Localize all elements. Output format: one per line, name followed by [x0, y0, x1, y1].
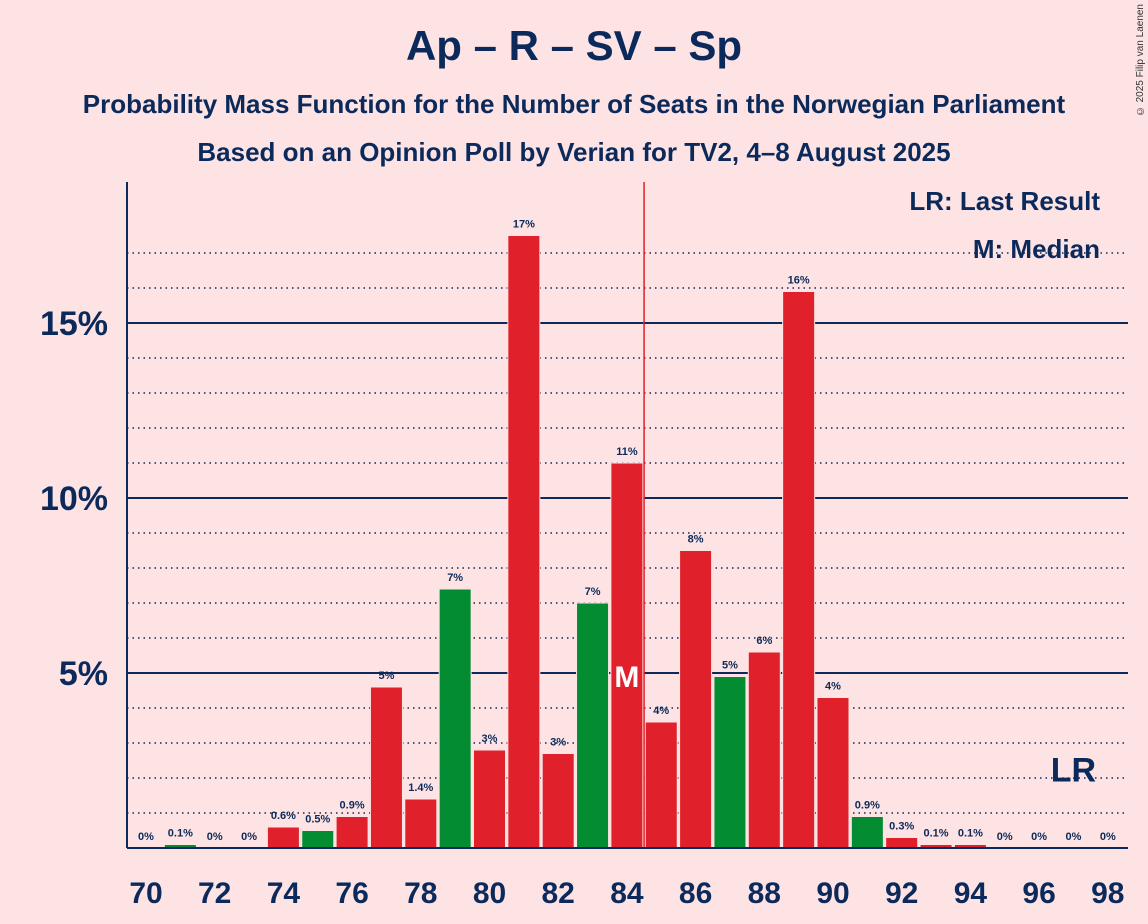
bar-seat-84 [610, 462, 644, 849]
x-tick-label: 88 [748, 877, 781, 910]
data-label: 6% [756, 635, 772, 647]
data-label: 0% [1065, 831, 1081, 843]
x-tick-label: 92 [885, 877, 918, 910]
y-tick-label: 15% [40, 305, 108, 343]
bar-seat-88 [747, 651, 781, 849]
bar-seat-79 [438, 588, 472, 849]
bar-seat-85 [644, 721, 678, 849]
data-label: 0% [997, 831, 1013, 843]
x-tick-label: 90 [816, 877, 849, 910]
y-tick-label: 10% [40, 480, 108, 518]
data-label: 0.3% [889, 821, 914, 833]
data-label: 0.9% [340, 800, 365, 812]
data-label: 0.1% [958, 828, 983, 840]
data-label: 0.1% [924, 828, 949, 840]
chart-subtitle-source: Based on an Opinion Poll by Verian for T… [197, 137, 951, 167]
chart-title: Ap – R – SV – Sp [405, 22, 743, 69]
x-tick-label: 82 [542, 877, 575, 910]
data-label: 0% [207, 831, 223, 843]
x-tick-label: 94 [954, 877, 988, 910]
x-tick-label: 74 [267, 877, 301, 910]
x-tick-label: 76 [335, 877, 368, 910]
data-label: 0% [1100, 831, 1116, 843]
bar-seat-76 [335, 816, 369, 849]
median-marker: M [614, 661, 639, 694]
bar-seat-80 [473, 749, 506, 849]
data-label: 7% [447, 572, 463, 584]
bar-seat-87 [713, 676, 747, 849]
data-label: 4% [825, 681, 841, 693]
x-tick-label: 84 [610, 877, 644, 910]
bar-seat-78 [404, 798, 438, 849]
data-label: 5% [722, 660, 738, 672]
data-label: 4% [653, 705, 669, 717]
y-tick-label: 5% [59, 655, 108, 693]
data-label: 0.9% [855, 800, 880, 812]
bar-seat-81 [507, 235, 541, 849]
legend-last-result: LR: Last Result [909, 186, 1100, 216]
x-tick-label: 98 [1091, 877, 1124, 910]
data-label: 8% [688, 534, 704, 546]
x-tick-label: 80 [473, 877, 506, 910]
x-tick-label: 70 [129, 877, 162, 910]
bar-seat-89 [782, 291, 816, 849]
bar-seat-74 [266, 826, 300, 849]
x-tick-label: 72 [198, 877, 231, 910]
bar-seat-75 [301, 830, 335, 849]
data-label: 16% [788, 275, 810, 287]
data-label: 3% [482, 733, 498, 745]
legend-median: M: Median [973, 234, 1100, 264]
last-result-marker: LR [1051, 752, 1096, 790]
bar-seat-77 [369, 686, 403, 849]
x-tick-label: 86 [679, 877, 712, 910]
data-label: 5% [378, 670, 394, 682]
data-label: 0.6% [271, 810, 296, 822]
chart-subtitle: Probability Mass Function for the Number… [82, 89, 1066, 119]
data-label: 7% [585, 586, 601, 598]
data-label: 1.4% [408, 782, 433, 794]
x-tick-label: 96 [1022, 877, 1055, 910]
bar-seat-90 [816, 697, 850, 849]
data-label: 0% [241, 831, 257, 843]
data-label: 3% [550, 737, 566, 749]
bar-seat-92 [885, 837, 919, 849]
bar-seat-83 [576, 602, 610, 849]
x-tick-label: 78 [404, 877, 437, 910]
data-label: 0% [1031, 831, 1047, 843]
data-label: 0.5% [305, 814, 330, 826]
data-label: 0.1% [168, 828, 193, 840]
bar-seat-82 [541, 753, 575, 849]
bar-seat-86 [679, 550, 713, 849]
bar-seat-91 [850, 816, 884, 849]
data-label: 11% [616, 446, 638, 458]
data-label: 0% [138, 831, 154, 843]
data-label: 17% [513, 219, 535, 231]
